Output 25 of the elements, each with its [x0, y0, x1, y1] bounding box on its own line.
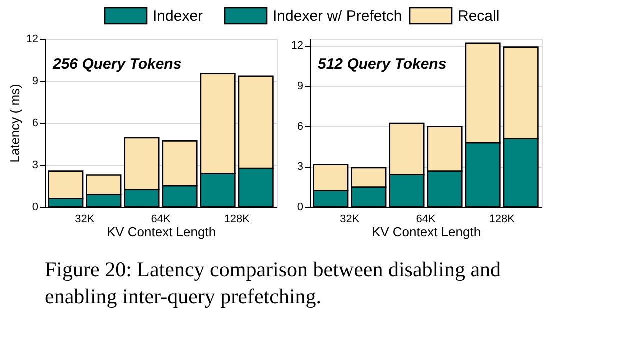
y-tick-label: 12 — [291, 40, 304, 52]
x-tick-label: 128K — [224, 214, 251, 226]
y-tick-label: 9 — [297, 80, 304, 93]
y-tick-label: 3 — [32, 160, 38, 172]
legend-label: Recall — [458, 8, 500, 25]
y-tick-label: 12 — [26, 34, 38, 46]
x-tick-label: 32K — [340, 214, 360, 226]
y-tick-label: 0 — [32, 202, 38, 214]
x-tick-label: 128K — [489, 214, 516, 226]
legend-label: Indexer — [153, 8, 204, 25]
y-tick-label: 9 — [32, 76, 38, 88]
x-tick-label: 64K — [416, 214, 436, 226]
caption: Figure 20: Latency comparison between disabling and enabling inter-query prefetching. — [45, 258, 502, 308]
x-axis-title: KV Context Length — [372, 224, 482, 240]
y-tick-label: 6 — [297, 120, 304, 133]
y-tick-label: 0 — [297, 202, 304, 214]
y-axis-title: Latency ( ms) — [7, 84, 22, 163]
annotation: 256 Query Tokens — [52, 56, 182, 73]
x-axis-title: KV Context Length — [106, 224, 216, 240]
y-tick-label: 3 — [297, 161, 304, 174]
x-tick-label: 64K — [151, 214, 172, 226]
legend-label: Indexer w/ Prefetch — [273, 8, 402, 25]
annotation: 512 Query Tokens — [318, 56, 447, 73]
y-tick-label: 6 — [32, 118, 38, 130]
x-tick-label: 32K — [75, 214, 96, 226]
